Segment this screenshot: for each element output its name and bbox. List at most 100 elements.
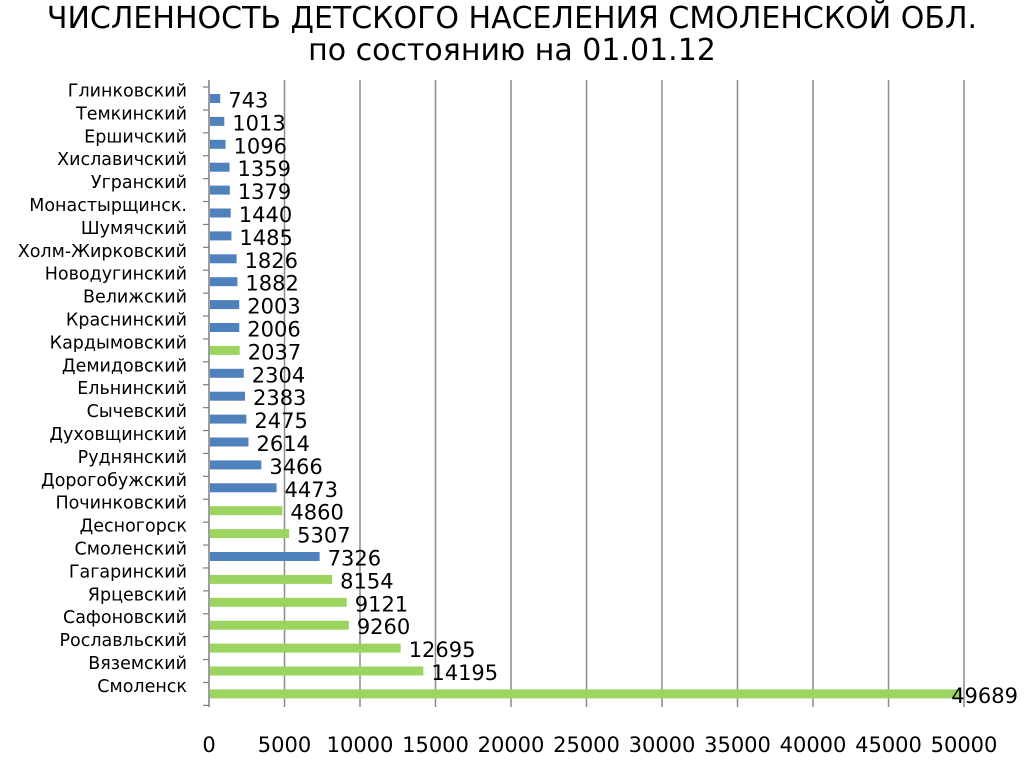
x-tick-label: 20000: [478, 733, 545, 757]
category-label: Кардымовский: [50, 333, 187, 353]
category-label: Сычевский: [87, 402, 187, 422]
x-tick-label: 10000: [327, 733, 394, 757]
value-label: 14195: [431, 661, 498, 685]
bar: [210, 460, 262, 470]
value-label: 2614: [256, 432, 309, 456]
category-label: Вяземский: [88, 654, 187, 674]
value-label: 1379: [238, 180, 291, 204]
value-label: 4860: [290, 501, 343, 525]
value-label: 1882: [245, 272, 298, 296]
value-label: 743: [228, 89, 268, 113]
value-label: 4473: [285, 478, 338, 502]
x-tick-label: 5000: [258, 733, 311, 757]
category-label: Починковский: [55, 494, 187, 514]
x-tick-label: 25000: [553, 733, 620, 757]
value-label: 3466: [269, 455, 322, 479]
category-label: Демидовский: [62, 356, 187, 376]
x-tick-label: 35000: [704, 733, 771, 757]
bar: [210, 437, 249, 447]
bar: [210, 483, 277, 493]
bar: [210, 185, 230, 195]
bar: [210, 116, 225, 126]
x-axis-tick-labels: 0 5000 10000 15000 20000 25000 30000 35000 40000…: [202, 733, 997, 757]
bar: [210, 643, 401, 653]
x-tick-label: 30000: [629, 733, 696, 757]
x-tick-label: 15000: [402, 733, 469, 757]
x-tick-label: 0: [202, 733, 215, 757]
bar: [210, 574, 333, 584]
bar: [210, 231, 232, 241]
x-tick-label: 50000: [931, 733, 998, 757]
value-label: 1359: [238, 157, 291, 181]
bar: [210, 139, 226, 149]
bar: [210, 368, 244, 378]
bar: [210, 323, 240, 332]
bar: [210, 254, 237, 264]
chart-title-line-1: ЧИСЛЕННОСТЬ ДЕТСКОГО НАСЕЛЕНИЯ СМОЛЕНСКО…: [46, 1, 978, 36]
bar: [210, 414, 247, 424]
value-label: 49689: [951, 684, 1018, 708]
value-label: 12695: [409, 638, 476, 662]
bar: [210, 689, 960, 699]
category-label: Краснинский: [66, 311, 187, 331]
category-label: Шумячский: [81, 219, 187, 239]
bar: [210, 552, 320, 561]
category-label: Дорогобужский: [41, 471, 187, 491]
category-label: Хиславичский: [57, 150, 187, 170]
category-label: Велижский: [83, 288, 187, 308]
bar: [210, 666, 424, 676]
value-label: 2304: [252, 363, 305, 387]
value-label: 2037: [248, 340, 301, 364]
bar: [210, 300, 240, 310]
category-label: Монастырщинск.: [29, 196, 187, 216]
value-label: 1440: [239, 203, 292, 227]
category-label: Темкинский: [75, 104, 187, 124]
bars: [210, 94, 960, 699]
category-label: Ярцевский: [88, 585, 187, 605]
bar: [210, 345, 240, 355]
x-tick-label: 45000: [855, 733, 922, 757]
category-label: Сафоновский: [63, 608, 187, 628]
value-label: 2475: [254, 409, 307, 433]
bar: [210, 277, 238, 287]
x-tick-label: 40000: [780, 733, 847, 757]
value-labels: 7431013109613591379144014851826188220032…: [228, 89, 1018, 708]
category-label: Ельнинский: [77, 379, 187, 399]
bar: [210, 208, 231, 218]
value-label: 1013: [232, 111, 285, 135]
gridlines: [203, 80, 965, 707]
category-label: Глинковский: [68, 82, 187, 102]
value-label: 2383: [253, 386, 306, 410]
value-label: 9121: [355, 592, 408, 616]
category-label: Духовщинский: [49, 425, 187, 445]
bar: [210, 620, 349, 630]
category-label: Смоленский: [75, 540, 187, 560]
value-label: 1826: [245, 249, 298, 273]
value-label: 7326: [328, 547, 381, 571]
bar: [210, 94, 221, 103]
value-label: 1485: [239, 226, 292, 250]
chart-title-line-2: по состоянию на 01.01.12: [308, 33, 716, 68]
bar: [210, 529, 290, 539]
category-label: Гагаринский: [69, 562, 187, 582]
category-label: Рославльский: [59, 631, 187, 651]
category-label: Новодугинский: [45, 265, 187, 285]
value-label: 2003: [247, 295, 300, 319]
bar: [210, 391, 245, 401]
value-label: 9260: [357, 615, 410, 639]
category-label: Холм-Жирковский: [18, 242, 187, 262]
value-label: 8154: [340, 569, 393, 593]
bar: [210, 506, 283, 516]
category-label: Десногорск: [80, 517, 187, 537]
category-label: Руднянский: [78, 448, 187, 468]
bar: [210, 597, 347, 607]
value-label: 2006: [247, 318, 300, 342]
value-label: 1096: [234, 134, 287, 158]
category-label: Ершичский: [84, 127, 187, 147]
bar: [210, 162, 230, 172]
value-label: 5307: [297, 524, 350, 548]
category-label: Смоленск: [97, 677, 187, 697]
category-label: Угранский: [91, 173, 187, 193]
